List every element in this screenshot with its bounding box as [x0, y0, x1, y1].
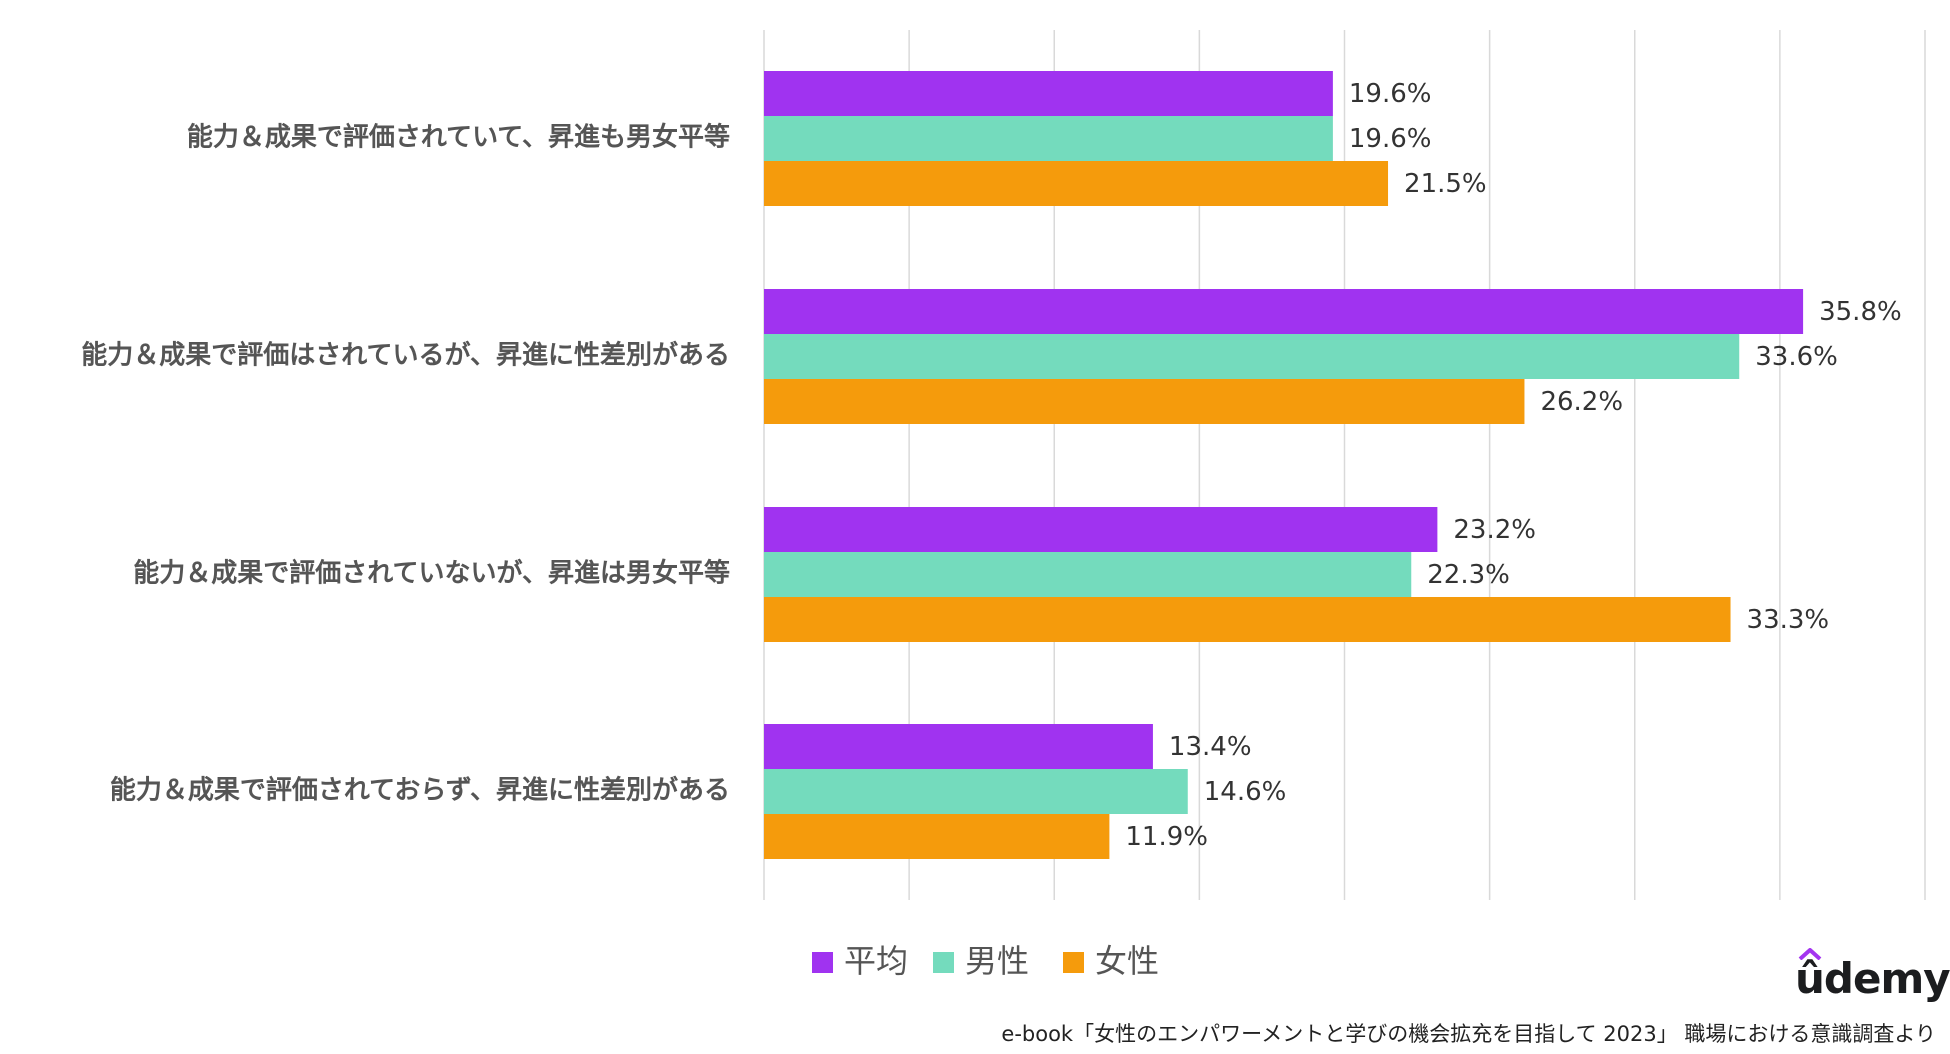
legend-label: 女性	[1095, 942, 1159, 980]
data-label: 33.6%	[1755, 342, 1838, 372]
bar-男性	[764, 334, 1740, 379]
bar-男性	[764, 116, 1333, 161]
udemy-logo: ûdemy	[1795, 948, 1950, 1008]
bar-平均	[764, 507, 1438, 552]
category-label: 能力＆成果で評価されていないが、昇進は男女平等	[133, 558, 730, 589]
data-label: 19.6%	[1349, 124, 1432, 154]
bar-男性	[764, 769, 1188, 814]
bar-女性	[764, 379, 1525, 424]
data-label: 14.6%	[1204, 777, 1287, 807]
data-label: 35.8%	[1819, 297, 1902, 327]
logo-text: ûdemy	[1795, 954, 1950, 1003]
data-label: 19.6%	[1349, 79, 1432, 109]
legend-swatch-平均	[812, 952, 833, 973]
data-label: 21.5%	[1404, 169, 1487, 199]
bar-男性	[764, 552, 1412, 597]
category-label: 能力＆成果で評価されておらず、昇進に性差別がある	[110, 775, 730, 806]
category-label: 能力＆成果で評価されていて、昇進も男女平等	[187, 122, 730, 153]
bar-平均	[764, 289, 1804, 334]
source-note: e-book「女性のエンパワーメントと学びの機会拡充を目指して 2023」 職場…	[1001, 1022, 1936, 1046]
data-label: 13.4%	[1169, 732, 1252, 762]
legend-swatch-男性	[933, 952, 954, 973]
data-label: 11.9%	[1125, 822, 1208, 852]
udemy-cap-icon	[1798, 948, 1822, 960]
data-label: 26.2%	[1540, 387, 1623, 417]
bar-平均	[764, 71, 1333, 116]
category-label: 能力＆成果で評価はされているが、昇進に性差別がある	[81, 340, 730, 371]
data-label: 33.3%	[1747, 605, 1830, 635]
data-label: 23.2%	[1453, 515, 1536, 545]
bar-平均	[764, 724, 1153, 769]
legend-label: 平均	[844, 942, 908, 980]
data-label: 22.3%	[1427, 560, 1510, 590]
legend-swatch-女性	[1063, 952, 1084, 973]
legend-label: 男性	[965, 942, 1029, 980]
bar-女性	[764, 597, 1731, 642]
bar-女性	[764, 814, 1110, 859]
bar-女性	[764, 161, 1389, 206]
